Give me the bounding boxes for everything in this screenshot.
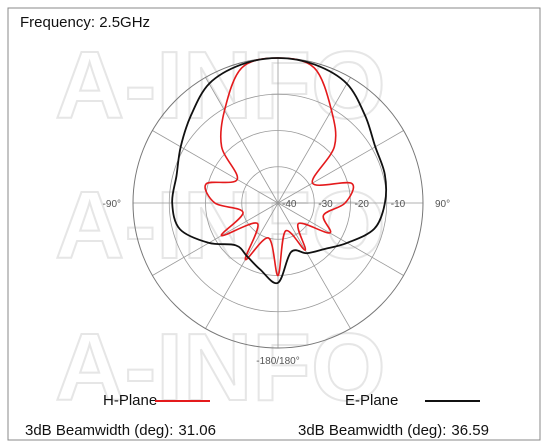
r-tick-label: -10 — [391, 199, 406, 210]
frame — [7, 7, 541, 441]
legend-label: E-Plane — [345, 392, 398, 409]
beamwidth-value: 31.06 — [178, 422, 216, 439]
legend-label: H-Plane — [103, 392, 157, 409]
beamwidth-text: 3dB Beamwidth (deg): 31.06 — [25, 422, 216, 439]
watermark: A-INFO — [55, 32, 386, 139]
theta-tick-label: -180/180° — [256, 356, 299, 367]
r-tick-label: -40 — [282, 199, 297, 210]
ring — [241, 166, 315, 240]
ring — [168, 93, 388, 313]
pattern-line — [171, 57, 388, 285]
watermark: A-INFO — [55, 172, 386, 279]
beamwidth-label: 3dB Beamwidth (deg): — [298, 422, 446, 439]
beamwidth-label: 3dB Beamwidth (deg): — [25, 422, 173, 439]
theta-tick-label: -90° — [103, 199, 121, 210]
r-tick-label: -30 — [318, 199, 333, 210]
r-tick-label: -20 — [355, 199, 370, 210]
watermark-group: A-INFO A-INFO A-INFO — [54, 31, 387, 422]
chart-title: Frequency: 2.5GHz — [20, 14, 150, 31]
watermark: A-INFO — [55, 314, 386, 421]
beamwidth-text: 3dB Beamwidth (deg): 36.59 — [298, 422, 489, 439]
beamwidth-value: 36.59 — [451, 422, 489, 439]
theta-tick-label: 90° — [435, 199, 450, 210]
